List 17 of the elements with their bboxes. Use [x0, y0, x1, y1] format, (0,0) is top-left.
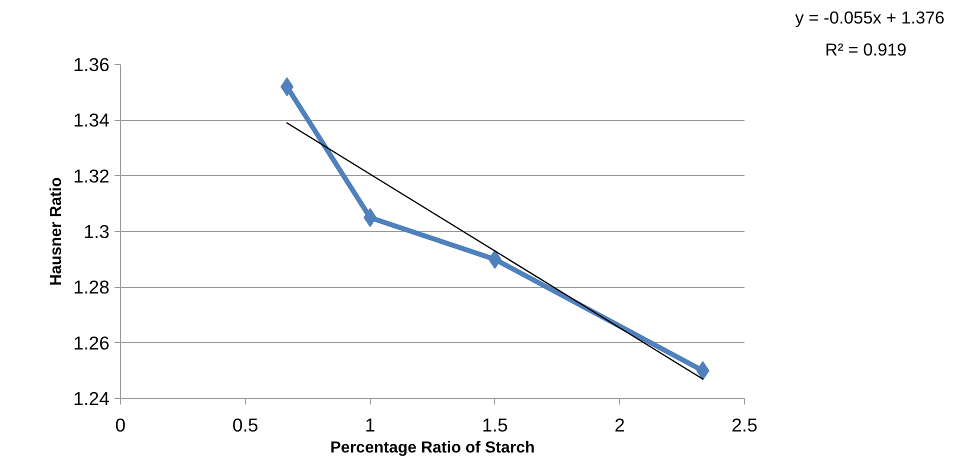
- y-axis-title: Hausner Ratio: [48, 177, 66, 286]
- x-tick-label: 1.5: [482, 414, 508, 436]
- y-tick-label: 1.32: [73, 165, 110, 186]
- y-tick-label: 1.36: [73, 54, 110, 75]
- x-tick-label: 1: [364, 414, 376, 436]
- x-tick-label: 2: [614, 414, 625, 436]
- y-tick-label: 1.28: [73, 276, 110, 298]
- y-tick-label: 1.3: [84, 221, 110, 242]
- text: R² = 0.919: [825, 40, 907, 60]
- x-tick-label: 0: [115, 414, 126, 436]
- y-tick-label: 1.34: [73, 110, 110, 131]
- y-tick-label: 1.26: [73, 332, 110, 354]
- x-tick-label: 2.5: [732, 414, 758, 436]
- y-tick-label: 1.24: [73, 388, 110, 409]
- x-axis-title: Percentage Ratio of Starch: [330, 440, 535, 456]
- x-tick-label: 0.5: [232, 414, 258, 436]
- text: y = -0.055x + 1.376: [795, 8, 945, 28]
